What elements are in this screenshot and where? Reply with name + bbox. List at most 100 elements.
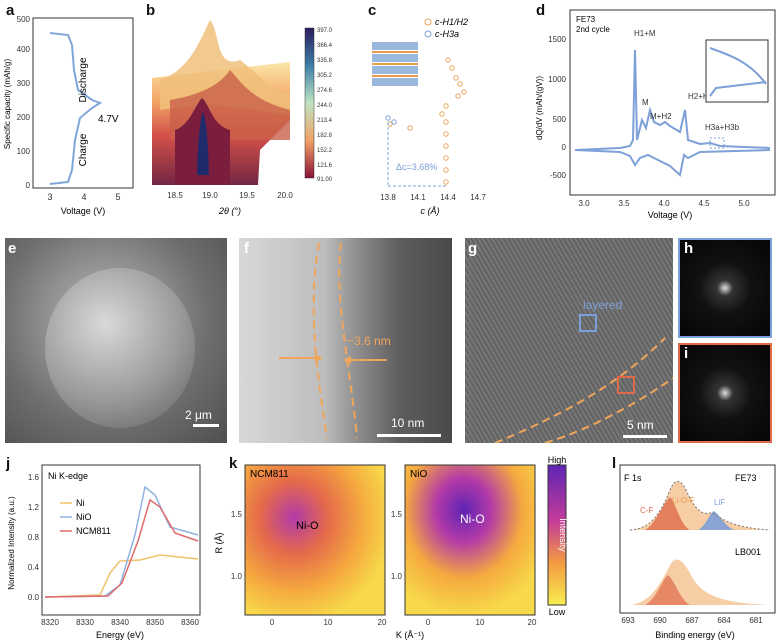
figure-shape [443,179,449,185]
a-ytick: 100 [17,147,31,156]
a-charge-label: Charge [78,133,89,166]
figure-shape [49,32,103,185]
figure-text: 4.5 [698,199,710,208]
figure-text: 8330 [76,618,94,627]
figure-text: 213.4 [317,118,333,124]
a-xtick: 4 [81,192,86,202]
l-top-label: FE73 [735,473,757,483]
d-ylabel: dQ/dV (mAh/(gV)) [535,76,544,140]
figure-shape: 1500 1000 500 0 -500 [548,35,566,180]
a-xlabel: Voltage (V) [61,206,106,216]
panel-label-j: j [6,455,11,472]
figure-shape [461,89,467,95]
figure-text: 335.8 [317,58,333,64]
e-scale: 2 μm [185,408,212,422]
d-title2: 2nd cycle [576,25,610,34]
figure-shape: 0 10 20 0 10 20 [270,618,537,627]
j-legend-ncm811: NCM811 [76,526,111,536]
g-region: layered [583,298,623,312]
figure-text: 366.4 [317,43,333,49]
c-legend-marker-1 [424,18,432,26]
figure-shape: 8320 8330 8340 8350 8360 [41,618,199,627]
figure-shape [619,464,776,614]
panel-c-plot: c-H1/H2 c-H3a Δc=3.68% 13.8 14.1 14.4 14… [372,17,486,216]
figure-text: 4.0 [658,199,670,208]
j-legend-ni: Ni [76,498,85,508]
b-xtick: 19.0 [202,191,218,200]
figure-text: 0.0 [28,593,40,602]
panel-f-tem-image: ~3.6 nm 10 nm [239,238,452,443]
figure-shape: 1.5 1.0 1.5 1.0 [231,510,403,581]
figure-text: 693 [621,616,635,625]
a-ytick: 500 [17,15,31,24]
a-ytick: 200 [17,113,31,122]
figure-shape: 3.0 3.5 4.0 4.5 5.0 [578,199,750,208]
k-cbar-title: Intensity [558,518,568,552]
figure-text: 8320 [41,618,59,627]
j-ylabel: Normalized Intensity (a.u.) [7,496,16,590]
figure-text: 0.8 [28,533,40,542]
panel-l-xps: F 1s FE73 LB001 C-F Li-O-F LiF 693 690 6… [619,464,776,640]
figure-shape [387,57,467,185]
figure-shape [443,167,449,173]
figure-text: 1.2 [28,503,40,512]
figure-text: 8350 [146,618,164,627]
c-xlabel: c (Å) [421,206,440,216]
figure-shape [455,93,461,99]
a-discharge-label: Discharge [78,57,89,102]
figure-shape: 3 4 5 [47,192,120,202]
figure-text: 500 [553,115,567,124]
e-scalebar [193,424,219,427]
figure-text: 13.8 [380,193,396,202]
figure-shape [315,354,323,362]
figure-shape [372,78,418,86]
figure-text: 305.2 [317,73,333,79]
panel-j-plot: Ni K-edge 0.0 0.4 0.8 1.2 1.6 8320 8330 … [7,464,201,640]
panel-label-g: g [468,240,478,257]
figure-text: 14.7 [470,193,486,202]
k-cbar-low: Low [549,607,566,617]
figure-shape [385,115,397,125]
figure-text: 10 [476,618,485,627]
figure-shape: 13.8 14.1 14.4 14.7 [380,193,486,202]
figure-shape [617,376,635,394]
j-title: Ni K-edge [48,471,88,481]
figure-shape [44,498,199,598]
b-xtick: 19.5 [239,191,255,200]
d-peak: H1+M [634,29,656,38]
d-peak: M+H2 [650,112,672,121]
j-legend-nio: NiO [76,512,92,522]
panel-e-sem-image: 2 μm [5,238,227,443]
figure-shape [629,480,771,531]
figure-text: 3.5 [618,199,630,208]
figure-shape [372,54,418,62]
d-title1: FE73 [576,15,596,24]
panel-b-waterfall: 18.5 19.0 19.5 20.0 2θ (°) 397.0 366.4 3… [152,20,333,216]
g-scale: 5 nm [627,418,654,432]
figure-shape [385,115,391,121]
panel-label-d: d [536,2,546,19]
figure-shape [574,49,771,151]
panel-i-fft-image [678,343,772,443]
figure-text: 0 [426,618,431,627]
a-ytick: 300 [17,79,31,88]
b-xtick: 18.5 [167,191,183,200]
f-scalebar [377,434,441,437]
k-ylabel: R (Å) [214,533,224,554]
k-left-title: NCM811 [250,469,289,480]
figure-shape [41,464,201,616]
panel-g-hrtem-image: layered 5 nm [465,238,673,443]
c-legend-marker-2 [424,30,432,38]
figure-text: 1.0 [231,572,243,581]
c-crystal-icon [372,42,418,86]
figure-text: 1500 [548,35,566,44]
figure-text: 244.0 [317,103,333,109]
figure-shape [443,155,449,161]
figure-shape [645,575,690,605]
figure-text: 397.0 [317,28,333,34]
k-colorbar [547,464,567,606]
figure-shape [160,20,290,115]
figure-text: 14.4 [440,193,456,202]
figure-text: 1.5 [231,510,243,519]
l-peak-lif: LiF [714,498,725,507]
